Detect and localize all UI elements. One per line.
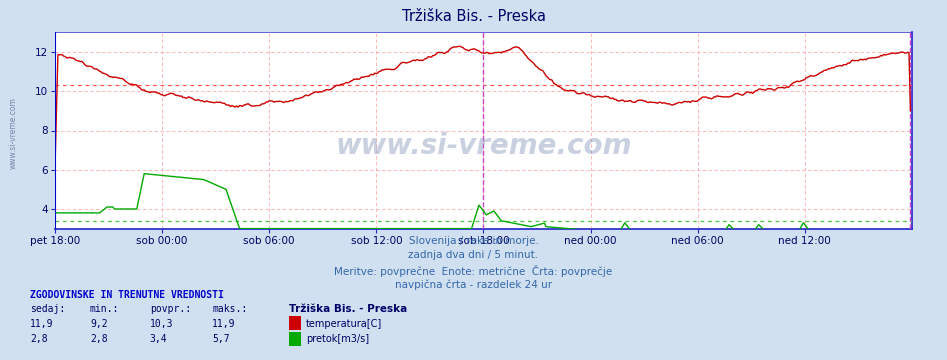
Text: 5,7: 5,7 xyxy=(212,334,230,344)
Text: zadnja dva dni / 5 minut.: zadnja dva dni / 5 minut. xyxy=(408,250,539,260)
Text: Slovenija / reke in morje.: Slovenija / reke in morje. xyxy=(408,236,539,246)
Text: navpična črta - razdelek 24 ur: navpična črta - razdelek 24 ur xyxy=(395,279,552,289)
Text: Tržiška Bis. - Preska: Tržiška Bis. - Preska xyxy=(289,304,407,314)
Text: ZGODOVINSKE IN TRENUTNE VREDNOSTI: ZGODOVINSKE IN TRENUTNE VREDNOSTI xyxy=(30,290,224,300)
Text: Tržiška Bis. - Preska: Tržiška Bis. - Preska xyxy=(402,9,545,24)
Text: temperatura[C]: temperatura[C] xyxy=(306,319,383,329)
Text: pretok[m3/s]: pretok[m3/s] xyxy=(306,334,369,344)
Text: 11,9: 11,9 xyxy=(30,319,54,329)
Text: povpr.:: povpr.: xyxy=(150,304,190,314)
Text: sedaj:: sedaj: xyxy=(30,304,65,314)
Text: 11,9: 11,9 xyxy=(212,319,236,329)
Text: 10,3: 10,3 xyxy=(150,319,173,329)
Text: min.:: min.: xyxy=(90,304,119,314)
Text: 2,8: 2,8 xyxy=(90,334,108,344)
Text: 2,8: 2,8 xyxy=(30,334,48,344)
Text: 3,4: 3,4 xyxy=(150,334,168,344)
Text: www.si-vreme.com: www.si-vreme.com xyxy=(335,132,632,160)
Text: maks.:: maks.: xyxy=(212,304,247,314)
Text: Meritve: povprečne  Enote: metrične  Črta: povprečje: Meritve: povprečne Enote: metrične Črta:… xyxy=(334,265,613,276)
Text: www.si-vreme.com: www.si-vreme.com xyxy=(9,97,18,169)
Text: 9,2: 9,2 xyxy=(90,319,108,329)
